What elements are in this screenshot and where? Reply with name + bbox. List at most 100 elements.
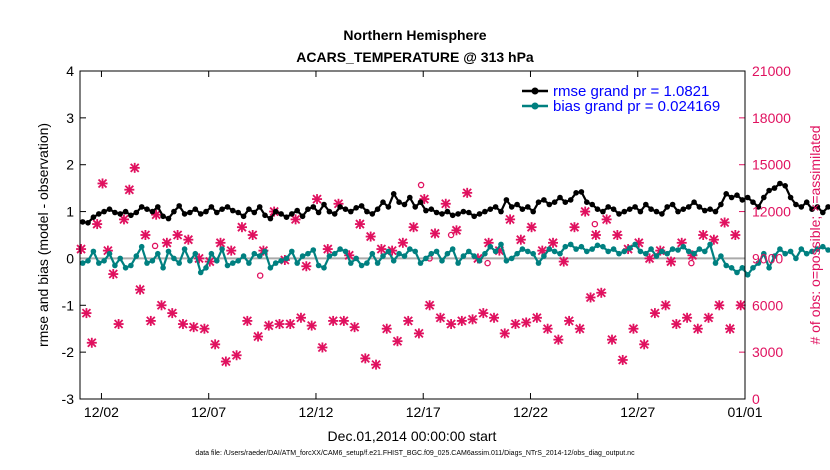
- bias-point: [171, 255, 177, 262]
- bias-point: [535, 260, 542, 266]
- bias-point: [267, 265, 274, 271]
- bias-point: [750, 265, 756, 271]
- bias-point: [685, 248, 692, 255]
- bias-point: [251, 250, 258, 257]
- obs-assimilated-marker: [521, 317, 532, 328]
- rmse-point: [128, 212, 134, 219]
- rmse-point: [417, 199, 424, 205]
- rmse-point: [240, 213, 247, 220]
- rmse-point: [487, 206, 494, 212]
- obs-assimilated-marker: [322, 244, 333, 255]
- rmse-point: [798, 204, 805, 210]
- bias-point: [739, 265, 746, 271]
- bias-point: [412, 248, 419, 255]
- rmse-point: [385, 204, 392, 210]
- obs-possible-marker: [484, 259, 491, 267]
- y-tick-label: 2: [66, 157, 74, 173]
- rmse-point: [578, 189, 585, 195]
- bias-point: [90, 248, 97, 255]
- bias-point: [439, 258, 445, 264]
- rmse-point: [541, 197, 547, 203]
- chart-title: Northern Hemisphere: [343, 27, 486, 43]
- bias-point: [669, 246, 676, 252]
- bias-point: [487, 243, 494, 250]
- rmse-point: [594, 206, 601, 212]
- bias-point: [466, 248, 472, 255]
- bias-point: [584, 248, 590, 255]
- rmse-point: [187, 209, 193, 216]
- rmse-point: [106, 206, 113, 212]
- rmse-point: [423, 207, 429, 214]
- obs-assimilated-marker: [665, 256, 676, 267]
- rmse-point: [165, 215, 172, 222]
- bias-point: [160, 265, 166, 271]
- bias-point: [230, 260, 236, 266]
- x-tick-label: 12/02: [84, 404, 119, 420]
- obs-assimilated-marker: [312, 194, 323, 205]
- rmse-point: [272, 208, 279, 215]
- obs-assimilated-marker: [590, 230, 601, 240]
- rmse-point: [584, 199, 590, 205]
- obs-assimilated-marker: [649, 308, 660, 319]
- obs-assimilated-marker: [644, 253, 655, 264]
- rmse-point: [460, 208, 467, 215]
- rmse-point: [530, 208, 536, 215]
- obs-assimilated-marker: [376, 244, 387, 255]
- rmse-point: [299, 213, 306, 220]
- rmse-point: [718, 201, 724, 208]
- rmse-point: [659, 211, 665, 217]
- y2-tick-label: 21000: [752, 63, 791, 79]
- rmse-point: [653, 208, 660, 215]
- rmse-point: [680, 206, 687, 212]
- bias-point: [278, 258, 284, 264]
- bias-point: [498, 241, 504, 248]
- obs-assimilated-marker: [564, 315, 575, 326]
- rmse-point: [235, 209, 241, 216]
- rmse-point: [278, 211, 284, 217]
- bias-point: [761, 250, 767, 257]
- bias-point: [390, 258, 397, 264]
- y-tick-label: 0: [66, 250, 74, 266]
- obs-assimilated-marker: [698, 230, 709, 240]
- bias-point: [557, 250, 563, 257]
- bias-point: [133, 253, 140, 259]
- bias-point: [101, 258, 107, 264]
- rmse-point: [755, 204, 762, 210]
- rmse-point: [621, 208, 628, 215]
- obs-assimilated-marker: [580, 206, 591, 217]
- rmse-point: [149, 208, 156, 215]
- obs-assimilated-marker: [531, 312, 542, 323]
- rmse-point: [777, 180, 783, 187]
- bias-point: [637, 248, 644, 255]
- obs-assimilated-marker: [317, 342, 328, 353]
- bias-point: [567, 241, 574, 248]
- bias-point: [385, 248, 392, 255]
- bias-point: [471, 253, 478, 259]
- bias-point: [214, 258, 220, 264]
- obs-assimilated-marker: [371, 359, 382, 370]
- rmse-point: [433, 209, 440, 216]
- bias-point: [353, 255, 360, 262]
- bias-point: [653, 253, 660, 259]
- obs-assimilated-marker: [81, 308, 92, 319]
- obs-possible-marker: [688, 259, 695, 267]
- bias-point: [814, 246, 821, 252]
- rmse-point: [750, 199, 756, 205]
- rmse-point: [181, 211, 188, 217]
- obs-assimilated-marker: [408, 222, 419, 233]
- rmse-point: [546, 201, 553, 208]
- axis-labels: 12/02 12/07 12/12 12/17 12/22 12/27 01/01 -3 -2 -…: [62, 63, 792, 420]
- obs-assimilated-marker: [397, 237, 408, 248]
- x-tick-label: 01/01: [727, 404, 762, 420]
- obs-assimilated-marker: [231, 350, 242, 361]
- bias-point: [224, 262, 231, 269]
- y-tick-label: 4: [66, 63, 74, 79]
- rmse-point: [374, 206, 381, 212]
- rmse-point: [326, 208, 333, 215]
- rmse-point: [90, 214, 97, 220]
- rmse-point: [702, 207, 708, 214]
- bias-point: [407, 246, 413, 252]
- bias-point: [128, 262, 134, 269]
- rmse-point: [96, 211, 102, 217]
- bias-point: [396, 250, 402, 257]
